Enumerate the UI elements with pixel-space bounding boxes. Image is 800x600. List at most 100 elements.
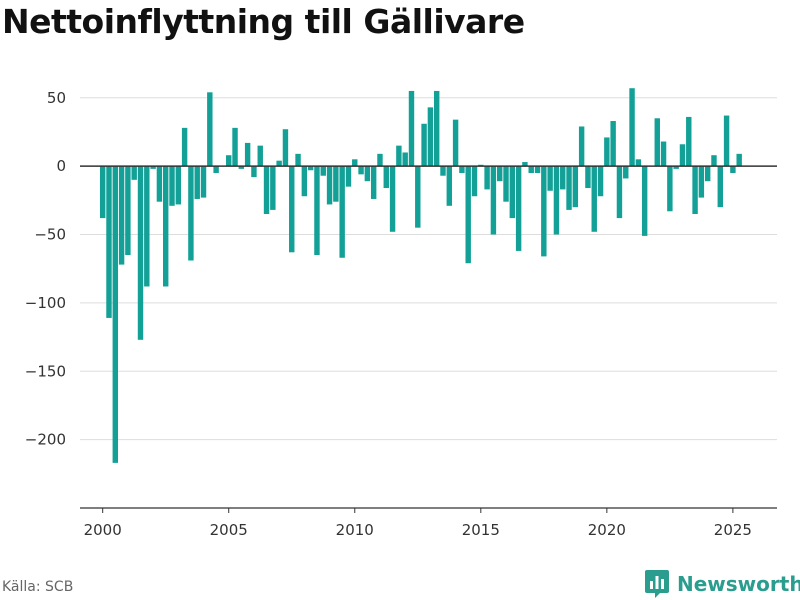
bar bbox=[282, 129, 289, 167]
bar bbox=[396, 145, 402, 167]
bar bbox=[509, 166, 516, 219]
bar bbox=[553, 166, 560, 235]
bar bbox=[433, 90, 440, 167]
y-tick-label: 50 bbox=[47, 89, 66, 107]
bar bbox=[572, 166, 579, 208]
bar bbox=[730, 166, 736, 173]
bar bbox=[408, 90, 415, 167]
bar bbox=[226, 155, 232, 167]
bar bbox=[244, 142, 251, 167]
bar bbox=[131, 166, 137, 180]
bar bbox=[604, 137, 610, 167]
bar bbox=[389, 166, 396, 232]
bar bbox=[547, 166, 553, 191]
bar bbox=[307, 166, 314, 171]
bar bbox=[251, 166, 257, 178]
bar bbox=[352, 159, 358, 167]
bar bbox=[717, 166, 723, 208]
bar bbox=[339, 166, 345, 258]
bar bbox=[452, 119, 459, 167]
y-tick-label: −50 bbox=[34, 226, 66, 244]
bar bbox=[591, 166, 597, 232]
bar bbox=[679, 144, 686, 167]
chart-title: Nettoinflyttning till Gällivare bbox=[2, 2, 525, 41]
bar bbox=[112, 166, 119, 463]
bar bbox=[238, 166, 245, 169]
bar bbox=[402, 152, 408, 167]
bar bbox=[503, 166, 509, 202]
bar bbox=[528, 166, 534, 173]
bar bbox=[364, 166, 371, 182]
bar bbox=[188, 166, 194, 261]
bar bbox=[534, 166, 541, 173]
bar bbox=[610, 121, 616, 167]
bar bbox=[578, 126, 585, 167]
bar bbox=[99, 166, 106, 219]
bar bbox=[314, 166, 320, 256]
x-axis-ticks: 2000 2005 2010 2015 2020 2025 bbox=[84, 508, 752, 539]
bar bbox=[263, 166, 270, 215]
bar bbox=[459, 166, 465, 173]
bar bbox=[541, 166, 547, 257]
brand-name: Newsworthy bbox=[677, 572, 800, 596]
bar bbox=[711, 155, 717, 167]
bar bbox=[623, 166, 629, 179]
x-tick-label: 2015 bbox=[462, 521, 500, 539]
bar bbox=[194, 166, 200, 199]
x-tick-label: 2005 bbox=[210, 521, 248, 539]
bar bbox=[333, 166, 339, 202]
bar bbox=[118, 166, 125, 265]
bar bbox=[704, 166, 711, 182]
bar bbox=[207, 92, 213, 167]
y-axis-ticks: 50 0 −50 −100 −150 −200 bbox=[25, 89, 66, 449]
bar bbox=[358, 166, 364, 175]
bar bbox=[200, 166, 207, 198]
bar bbox=[383, 166, 389, 189]
y-tick-label: −150 bbox=[25, 362, 66, 380]
bar bbox=[232, 127, 238, 167]
bar bbox=[560, 166, 566, 190]
bar bbox=[144, 166, 150, 287]
bar bbox=[660, 141, 667, 167]
bar bbox=[156, 166, 163, 202]
bar bbox=[490, 166, 497, 235]
bar bbox=[137, 166, 144, 340]
bars bbox=[99, 88, 742, 463]
bar bbox=[370, 166, 377, 199]
bar bbox=[175, 166, 182, 205]
bar bbox=[585, 166, 591, 189]
brand-logo[interactable]: Newsworthy bbox=[644, 569, 800, 599]
y-tick-label: 0 bbox=[56, 157, 66, 175]
source-note: Källa: SCB bbox=[2, 579, 74, 595]
bar bbox=[270, 166, 276, 210]
bar bbox=[377, 153, 383, 167]
bar bbox=[257, 145, 263, 167]
bar bbox=[635, 159, 642, 167]
bar bbox=[465, 166, 471, 264]
bar bbox=[522, 162, 528, 167]
bar bbox=[421, 123, 427, 167]
bar bbox=[566, 166, 572, 210]
x-tick-label: 2010 bbox=[336, 521, 374, 539]
bar bbox=[162, 166, 169, 287]
bar bbox=[295, 153, 301, 167]
bar bbox=[301, 166, 308, 197]
y-tick-label: −100 bbox=[25, 294, 66, 312]
bar bbox=[213, 166, 219, 173]
bar bbox=[667, 166, 673, 212]
x-tick-label: 2025 bbox=[714, 521, 752, 539]
bar bbox=[471, 166, 478, 197]
bar bbox=[692, 166, 698, 215]
bar bbox=[698, 166, 705, 198]
bar bbox=[169, 166, 175, 206]
bar bbox=[686, 116, 692, 167]
bar bbox=[345, 166, 352, 187]
bar bbox=[641, 166, 648, 236]
bar bbox=[125, 166, 131, 256]
bar bbox=[446, 166, 453, 206]
bar bbox=[597, 166, 604, 197]
bar bbox=[440, 166, 446, 176]
grid-lines bbox=[80, 97, 777, 441]
bar bbox=[484, 166, 490, 190]
